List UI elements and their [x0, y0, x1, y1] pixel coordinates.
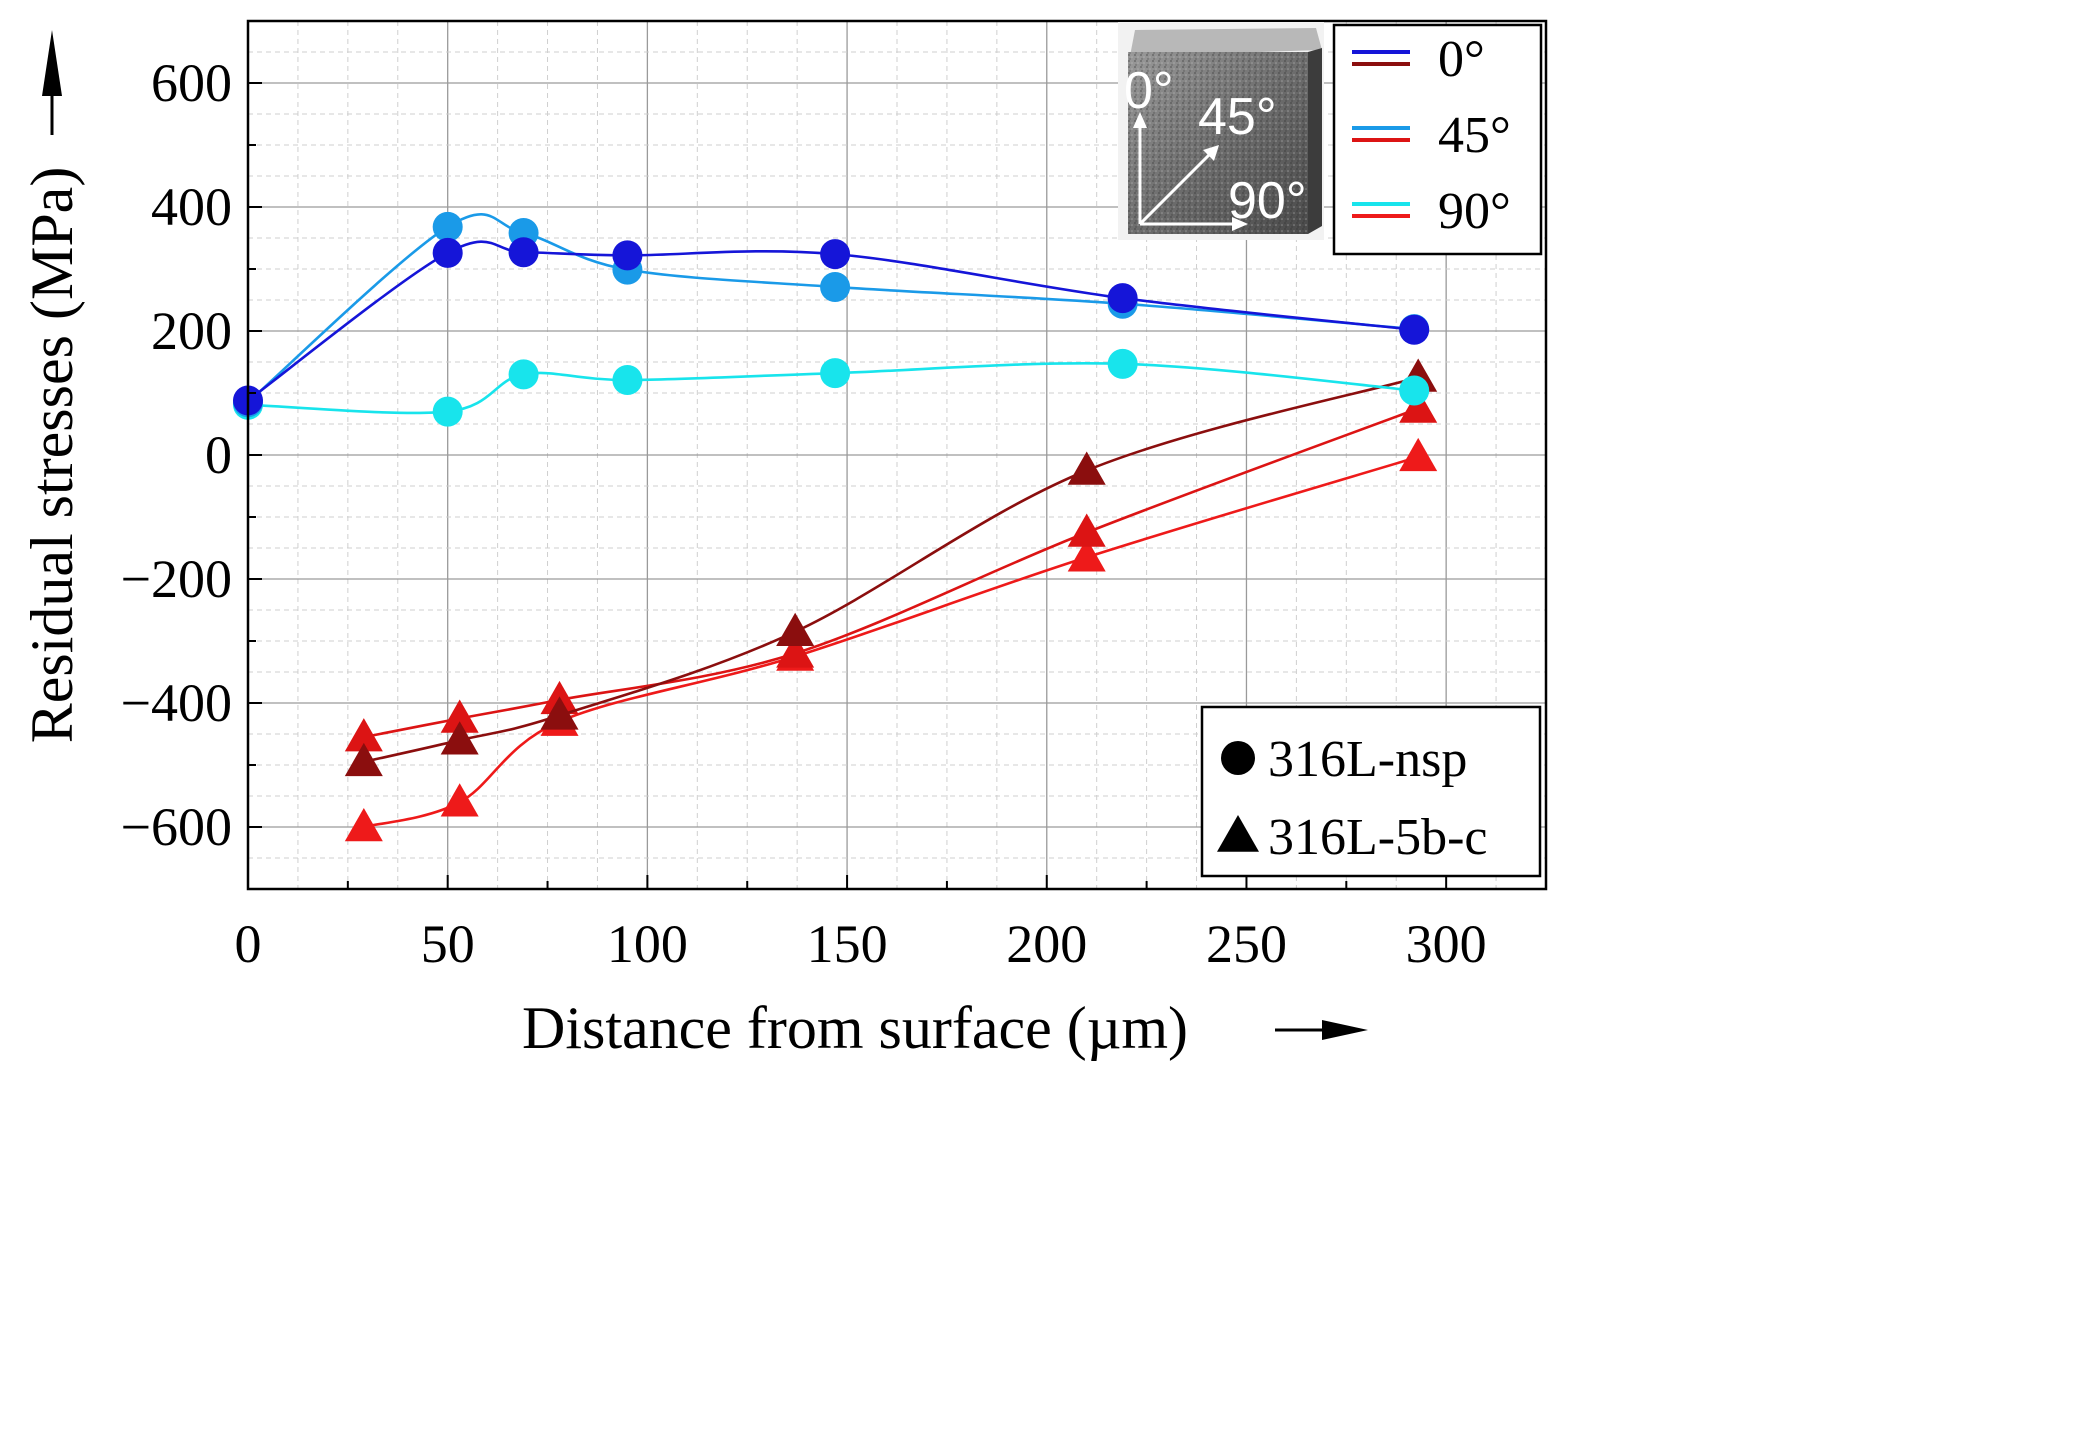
legend-angles: 0° 45° 90°	[1332, 23, 1543, 256]
series-line	[363, 376, 1419, 764]
y-tick-label: 600	[151, 53, 232, 113]
series-line	[363, 407, 1419, 739]
inset-block-top	[1130, 28, 1322, 56]
x-tick-label: 100	[607, 914, 688, 974]
inset-axes-arrows	[1133, 112, 1248, 231]
legend-markers: 316L-nsp 316L-5b-c	[1200, 705, 1542, 878]
x-tick-label: 200	[1006, 914, 1087, 974]
y-tick-label: −200	[121, 549, 232, 609]
data-point-circle	[1107, 348, 1138, 379]
y-axis-title: Residual stresses (MPa)	[19, 30, 85, 743]
axis-ticks	[247, 20, 1547, 890]
legend-marker-label: 316L-nsp	[1268, 731, 1467, 788]
x-axis-label: Distance from surface (µm)	[522, 995, 1188, 1061]
data-point-circle	[1399, 375, 1430, 406]
data-point-circle	[820, 239, 851, 270]
x-axis-arrow	[1275, 1020, 1368, 1040]
y-tick-label: −600	[121, 797, 232, 857]
inset-label-0: 0°	[1124, 62, 1174, 120]
data-point-triangle	[440, 699, 479, 733]
inset-block-side	[1308, 48, 1322, 234]
data-point-circle	[612, 364, 643, 395]
y-tick-label: 200	[151, 301, 232, 361]
data-point-triangle	[440, 721, 479, 755]
y-tick-label: 400	[151, 177, 232, 237]
y-tick-label: −400	[121, 673, 232, 733]
series-316l-nsp-90-	[233, 348, 1430, 427]
legend-angle-label: 90°	[1438, 183, 1511, 240]
data-point-circle	[820, 358, 851, 389]
inset-label-45: 45°	[1198, 88, 1277, 146]
series-layer	[233, 211, 1438, 842]
data-point-triangle	[1067, 513, 1106, 547]
y-axis-arrow	[42, 30, 62, 135]
legend-marker-label: 316L-5b-c	[1268, 809, 1487, 866]
data-point-triangle	[776, 634, 815, 668]
data-point-triangle	[1399, 437, 1438, 472]
sample-inset-image: 0° 45° 90°	[1118, 22, 1324, 240]
data-point-triangle	[776, 612, 815, 646]
data-point-triangle	[1399, 389, 1438, 423]
data-point-triangle	[1067, 451, 1106, 485]
series-316l-5b-c-45-	[344, 389, 1438, 752]
data-point-circle	[432, 211, 463, 242]
x-axis-title: Distance from surface (µm)	[522, 995, 1368, 1061]
data-point-circle	[508, 359, 539, 390]
x-tick-label: 0	[235, 914, 262, 974]
series-316l-nsp-0-	[233, 237, 1430, 416]
data-point-triangle	[1067, 538, 1106, 572]
y-tick-label: 0	[205, 425, 232, 485]
legend-circle-icon	[1221, 741, 1255, 775]
legend-triangle-icon	[1217, 815, 1259, 852]
data-point-triangle	[344, 718, 383, 752]
data-point-triangle	[344, 808, 383, 842]
residual-stress-chart: 0 50 100 150 200 250 300 −600 −400 −200 0 200 400 600…	[19, 19, 1548, 1061]
x-tick-label: 150	[807, 914, 888, 974]
legend-angle-label: 45°	[1438, 107, 1511, 164]
x-tick-label: 250	[1206, 914, 1287, 974]
data-point-circle	[612, 240, 643, 271]
data-point-circle	[508, 237, 539, 268]
tick-labels: 0 50 100 150 200 250 300 −600 −400 −200 0 200 400 600	[121, 53, 1487, 974]
data-point-triangle	[344, 742, 383, 777]
legend-angle-label: 0°	[1438, 31, 1485, 88]
data-point-circle	[432, 396, 463, 427]
data-point-circle	[1399, 314, 1430, 345]
inset-label-90: 90°	[1228, 172, 1307, 230]
data-point-triangle	[440, 783, 479, 817]
y-axis-label: Residual stresses (MPa)	[19, 167, 85, 744]
legend-markers-box	[1200, 705, 1542, 878]
x-tick-label: 50	[421, 914, 475, 974]
data-point-circle	[1107, 283, 1138, 314]
x-tick-label: 300	[1406, 914, 1487, 974]
data-point-circle	[432, 237, 463, 268]
data-point-circle	[820, 271, 851, 302]
data-point-triangle	[540, 696, 579, 730]
